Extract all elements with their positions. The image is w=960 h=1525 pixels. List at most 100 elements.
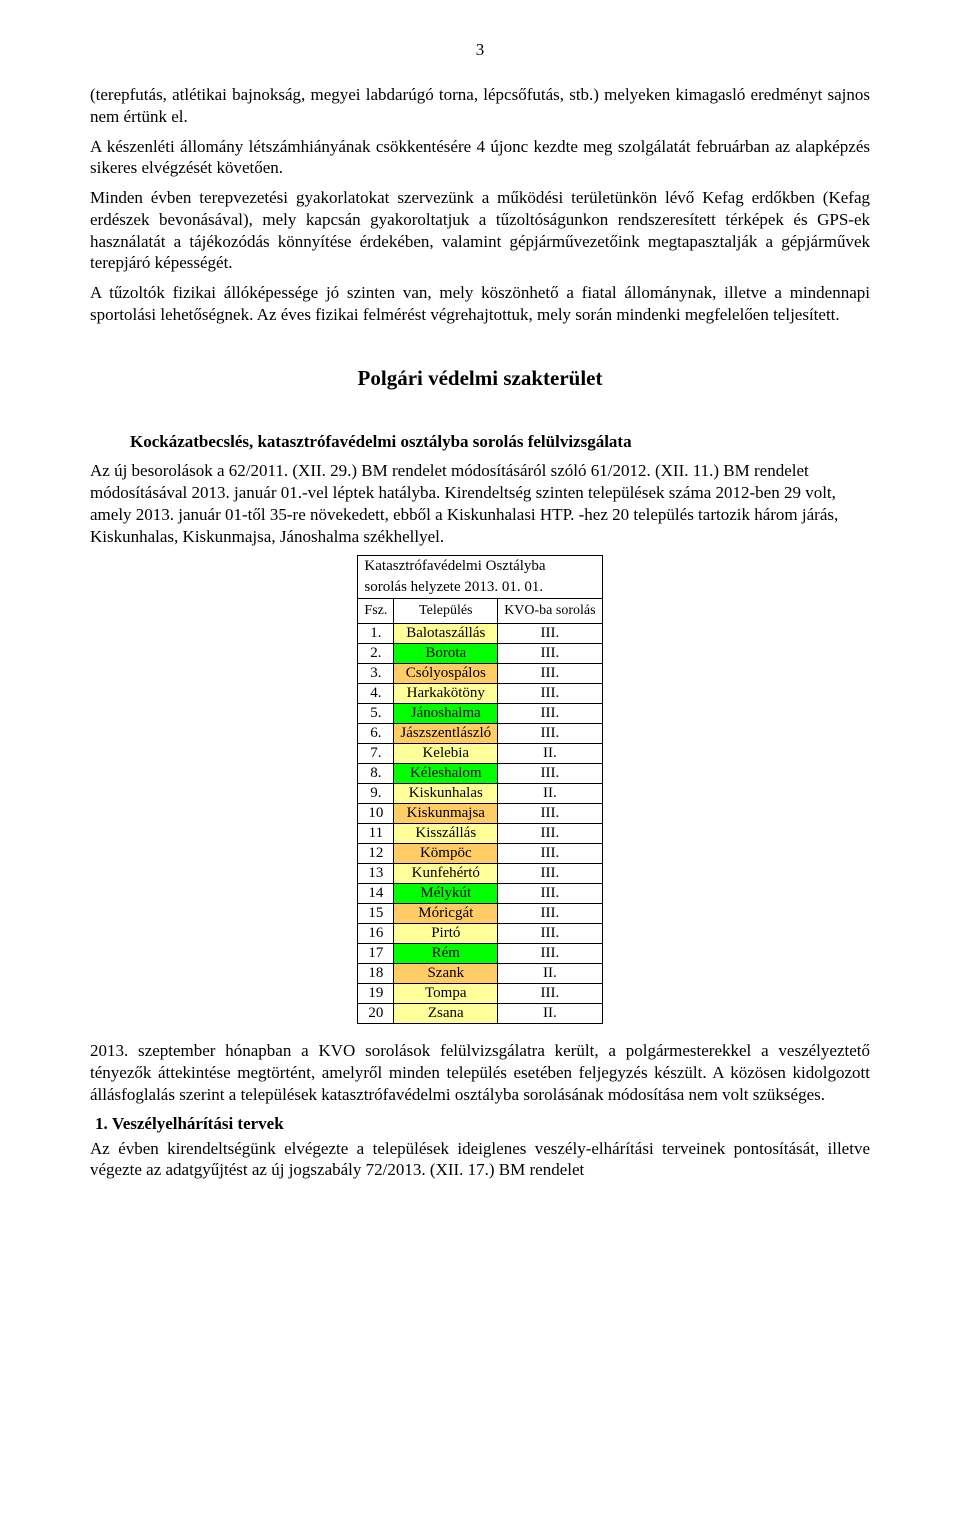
table-cell-class: III.	[498, 864, 602, 884]
table-cell-index: 12	[358, 844, 394, 864]
table-cell-index: 8.	[358, 764, 394, 784]
table-header-cell: Fsz.	[358, 599, 394, 624]
subsection-body: Az új besorolások a 62/2011. (XII. 29.) …	[90, 460, 870, 547]
table-cell-index: 7.	[358, 744, 394, 764]
list-item: Veszélyelhárítási tervek	[112, 1114, 870, 1134]
table-cell-class: II.	[498, 784, 602, 804]
table-cell-class: III.	[498, 884, 602, 904]
table-row: 18SzankII.	[358, 964, 602, 984]
table-row: 12KömpöcIII.	[358, 844, 602, 864]
table-cell-index: 4.	[358, 684, 394, 704]
table-cell-index: 15	[358, 904, 394, 924]
table-header-row: Fsz. Település KVO-ba sorolás	[358, 599, 602, 624]
table-cell-index: 6.	[358, 724, 394, 744]
table-row: 8.KéleshalomIII.	[358, 764, 602, 784]
table-cell-class: III.	[498, 924, 602, 944]
table-row: 6.JászszentlászlóIII.	[358, 724, 602, 744]
table-cell-name: Tompa	[394, 984, 498, 1004]
table-cell-name: Kiskunhalas	[394, 784, 498, 804]
table-cell-name: Zsana	[394, 1004, 498, 1024]
table-body: 1.BalotaszállásIII.2.BorotaIII.3.Csólyos…	[358, 624, 602, 1024]
table-cell-index: 3.	[358, 664, 394, 684]
table-cell-index: 18	[358, 964, 394, 984]
table-cell-name: Kelebia	[394, 744, 498, 764]
table-cell-name: Kunfehértó	[394, 864, 498, 884]
table-row: 15MóricgátIII.	[358, 904, 602, 924]
table-cell-index: 9.	[358, 784, 394, 804]
table-cell-class: III.	[498, 664, 602, 684]
table-cell-class: II.	[498, 744, 602, 764]
table-row: 3.CsólyospálosIII.	[358, 664, 602, 684]
paragraph: Minden évben terepvezetési gyakorlatokat…	[90, 187, 870, 274]
table-row: 11KisszállásIII.	[358, 824, 602, 844]
table-row: 7.KelebiaII.	[358, 744, 602, 764]
table-cell-name: Kéleshalom	[394, 764, 498, 784]
table-title-line1: Katasztrófavédelmi Osztályba	[364, 558, 545, 574]
table-row: 4.HarkakötönyIII.	[358, 684, 602, 704]
table-header-cell: KVO-ba sorolás	[498, 599, 602, 624]
table-cell-name: Pirtó	[394, 924, 498, 944]
table-row: 16PirtóIII.	[358, 924, 602, 944]
table-cell-class: III.	[498, 684, 602, 704]
table-cell-name: Kiskunmajsa	[394, 804, 498, 824]
table-row: 13KunfehértóIII.	[358, 864, 602, 884]
table-cell-name: Csólyospálos	[394, 664, 498, 684]
table-cell-index: 5.	[358, 704, 394, 724]
table-cell-name: Borota	[394, 644, 498, 664]
page-number: 3	[90, 40, 870, 60]
table-cell-name: Jászszentlászló	[394, 724, 498, 744]
table-cell-name: Harkakötöny	[394, 684, 498, 704]
table-cell-index: 1.	[358, 624, 394, 644]
table-title-row: sorolás helyzete 2013. 01. 01.	[358, 577, 602, 599]
paragraph: 2013. szeptember hónapban a KVO soroláso…	[90, 1040, 870, 1105]
table-cell-name: Kömpöc	[394, 844, 498, 864]
table-title-line2: sorolás helyzete 2013. 01. 01.	[364, 579, 543, 595]
subsection-heading: Kockázatbecslés, katasztrófavédelmi oszt…	[90, 431, 870, 453]
table-row: 1.BalotaszállásIII.	[358, 624, 602, 644]
table-row: 14MélykútIII.	[358, 884, 602, 904]
table-cell-name: Móricgát	[394, 904, 498, 924]
table-cell-class: III.	[498, 944, 602, 964]
table-cell-name: Jánoshalma	[394, 704, 498, 724]
table-cell-class: III.	[498, 724, 602, 744]
table-cell-class: II.	[498, 964, 602, 984]
table-cell-class: III.	[498, 644, 602, 664]
document-page: 3 (terepfutás, atlétikai bajnokság, megy…	[0, 0, 960, 1249]
table-cell-index: 11	[358, 824, 394, 844]
table-cell-class: III.	[498, 624, 602, 644]
section-title: Polgári védelmi szakterület	[90, 366, 870, 391]
list-item-body: Az évben kirendeltségünk elvégezte a tel…	[90, 1138, 870, 1182]
numbered-list: Veszélyelhárítási tervek	[90, 1114, 870, 1134]
table-cell-index: 2.	[358, 644, 394, 664]
table-row: 19TompaIII.	[358, 984, 602, 1004]
paragraph: A készenléti állomány létszámhiányának c…	[90, 136, 870, 180]
table-row: 10KiskunmajsaIII.	[358, 804, 602, 824]
table-cell-name: Rém	[394, 944, 498, 964]
kvo-table: Katasztrófavédelmi Osztályba sorolás hel…	[357, 555, 602, 1024]
table-cell-class: III.	[498, 844, 602, 864]
paragraph: A tűzoltók fizikai állóképessége jó szin…	[90, 282, 870, 326]
table-cell-index: 14	[358, 884, 394, 904]
table-cell-class: III.	[498, 764, 602, 784]
table-row: 9.KiskunhalasII.	[358, 784, 602, 804]
table-cell-class: III.	[498, 824, 602, 844]
table-cell-class: III.	[498, 904, 602, 924]
table-header-cell: Település	[394, 599, 498, 624]
table-cell-index: 17	[358, 944, 394, 964]
paragraph: (terepfutás, atlétikai bajnokság, megyei…	[90, 84, 870, 128]
table-cell-name: Mélykút	[394, 884, 498, 904]
table-cell-class: III.	[498, 804, 602, 824]
table-cell-class: III.	[498, 704, 602, 724]
table-row: 20ZsanaII.	[358, 1004, 602, 1024]
table-row: 5.JánoshalmaIII.	[358, 704, 602, 724]
table-row: 2.BorotaIII.	[358, 644, 602, 664]
table-cell-index: 20	[358, 1004, 394, 1024]
table-cell-index: 13	[358, 864, 394, 884]
table-cell-name: Szank	[394, 964, 498, 984]
table-cell-class: II.	[498, 1004, 602, 1024]
table-cell-name: Kisszállás	[394, 824, 498, 844]
table-cell-index: 10	[358, 804, 394, 824]
table-cell-index: 16	[358, 924, 394, 944]
table-cell-name: Balotaszállás	[394, 624, 498, 644]
table-cell-class: III.	[498, 984, 602, 1004]
